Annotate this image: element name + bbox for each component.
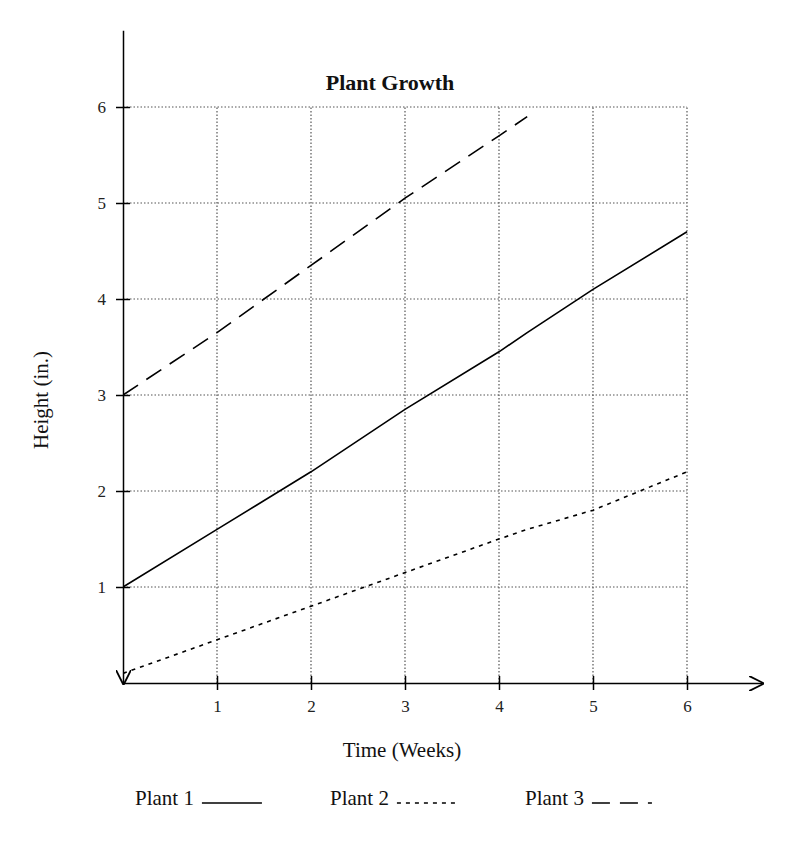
y-tick: 3 xyxy=(98,386,131,405)
grid-line xyxy=(404,107,405,683)
grid-line xyxy=(310,107,311,683)
legend-label: Plant 3 xyxy=(525,786,584,810)
y-tick: 5 xyxy=(98,194,131,213)
x-tick-mark xyxy=(593,676,595,690)
plot-area xyxy=(123,117,687,674)
y-tick: 2 xyxy=(98,482,131,501)
x-tick-mark xyxy=(687,676,689,690)
grid-line xyxy=(123,202,687,203)
x-tick-label: 2 xyxy=(307,697,316,716)
series-line xyxy=(123,232,687,587)
grid-line xyxy=(123,586,687,587)
x-tick: 1 xyxy=(213,676,222,716)
y-tick-label: 6 xyxy=(98,98,107,117)
grid-line xyxy=(123,298,687,299)
legend-swatch xyxy=(202,802,262,804)
y-tick-label: 5 xyxy=(98,194,107,213)
x-tick: 3 xyxy=(401,676,410,716)
y-tick-mark xyxy=(116,299,130,301)
series-line xyxy=(123,472,687,674)
y-axis-title: Height (in.) xyxy=(29,351,53,449)
chart-title: Plant Growth xyxy=(326,70,455,95)
series-line xyxy=(123,117,527,395)
grid-line xyxy=(216,107,217,683)
x-tick-label: 6 xyxy=(683,697,692,716)
grid-line xyxy=(123,394,687,395)
y-tick: 4 xyxy=(98,290,131,309)
x-tick: 2 xyxy=(307,676,316,716)
x-tick: 4 xyxy=(495,676,504,716)
y-tick-label: 3 xyxy=(98,386,107,405)
y-tick-label: 4 xyxy=(98,290,107,309)
legend-label: Plant 1 xyxy=(135,786,194,810)
legend-swatch xyxy=(592,802,652,804)
x-axis-title: Time (Weeks) xyxy=(343,738,461,762)
x-tick: 5 xyxy=(589,676,598,716)
x-tick-label: 4 xyxy=(495,697,504,716)
x-tick-mark xyxy=(311,676,313,690)
x-axis: 1 2 3 4 5 6 xyxy=(124,676,763,716)
grid-line xyxy=(123,490,687,491)
y-tick: 1 xyxy=(98,578,131,597)
grid-line xyxy=(123,106,687,107)
x-tick-mark xyxy=(499,676,501,690)
x-tick-label: 3 xyxy=(401,697,410,716)
y-tick-mark xyxy=(116,203,130,205)
x-tick: 6 xyxy=(683,676,692,716)
grid xyxy=(123,107,687,683)
x-tick-label: 5 xyxy=(589,697,598,716)
legend-label: Plant 2 xyxy=(330,786,389,810)
legend: Plant 1 Plant 2 Plant 3 xyxy=(135,786,652,810)
x-tick-label: 1 xyxy=(213,697,222,716)
x-tick-mark xyxy=(217,676,219,690)
y-tick-mark xyxy=(116,107,130,109)
y-tick-label: 2 xyxy=(98,482,107,501)
legend-swatch xyxy=(397,802,457,804)
y-tick: 6 xyxy=(98,98,131,117)
chart: 1 2 3 4 5 6 1 2 3 4 5 6 Plant Growth Time (Weeks) Heig… xyxy=(0,0,800,857)
y-tick-label: 1 xyxy=(98,578,107,597)
x-tick-mark xyxy=(405,676,407,690)
x-axis-line xyxy=(124,683,763,685)
y-tick-mark xyxy=(116,491,130,493)
